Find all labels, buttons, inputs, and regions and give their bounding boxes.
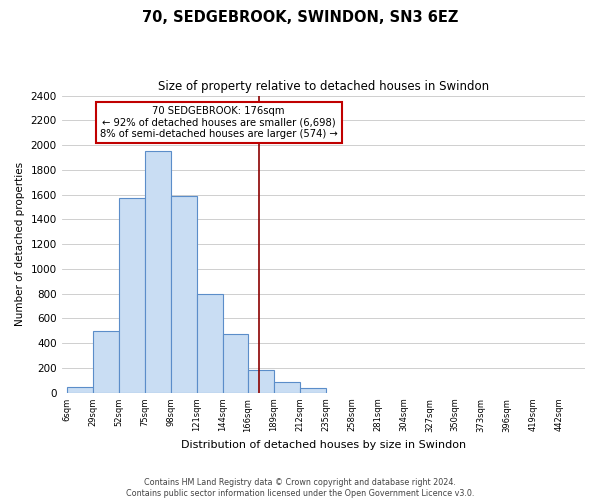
Text: 70, SEDGEBROOK, SWINDON, SN3 6EZ: 70, SEDGEBROOK, SWINDON, SN3 6EZ	[142, 10, 458, 25]
Bar	[299, 388, 326, 393]
Title: Size of property relative to detached houses in Swindon: Size of property relative to detached ho…	[158, 80, 489, 93]
Bar	[67, 386, 93, 393]
X-axis label: Distribution of detached houses by size in Swindon: Distribution of detached houses by size …	[181, 440, 466, 450]
Text: Contains HM Land Registry data © Crown copyright and database right 2024.
Contai: Contains HM Land Registry data © Crown c…	[126, 478, 474, 498]
Y-axis label: Number of detached properties: Number of detached properties	[15, 162, 25, 326]
Bar	[119, 198, 145, 393]
Bar	[145, 152, 171, 393]
Bar	[248, 370, 274, 393]
Bar	[274, 382, 299, 393]
Bar	[223, 334, 248, 393]
Bar	[171, 196, 197, 393]
Text: 70 SEDGEBROOK: 176sqm
← 92% of detached houses are smaller (6,698)
8% of semi-de: 70 SEDGEBROOK: 176sqm ← 92% of detached …	[100, 106, 338, 139]
Bar	[197, 294, 223, 393]
Bar	[93, 331, 119, 393]
